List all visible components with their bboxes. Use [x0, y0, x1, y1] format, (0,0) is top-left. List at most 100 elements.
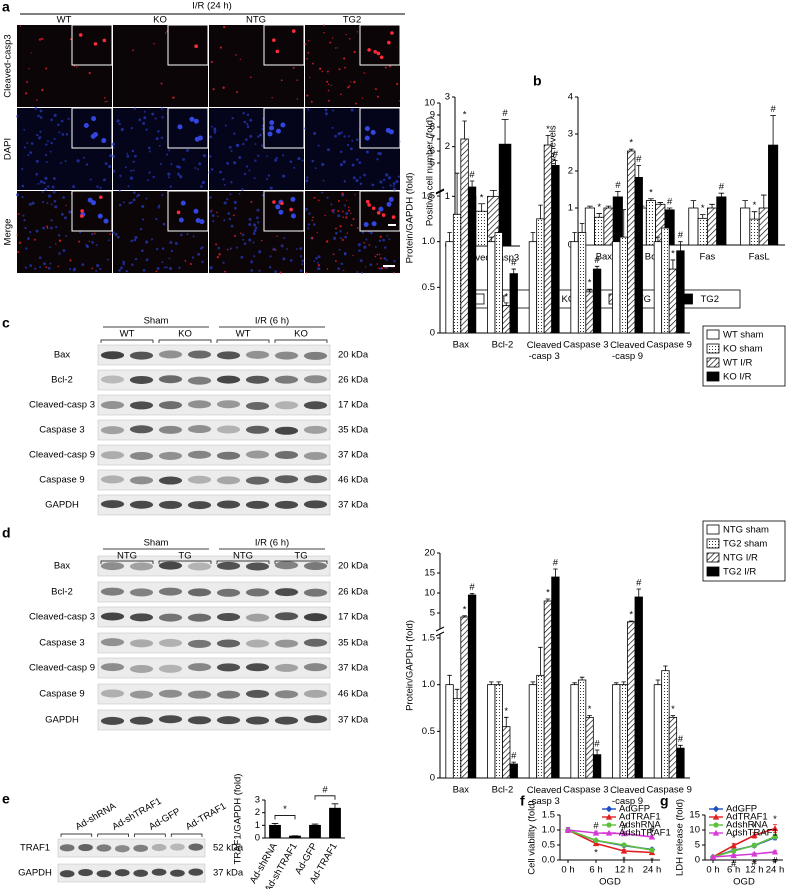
bar — [661, 670, 670, 779]
blot-label: Cleaved-casp 3 — [29, 400, 95, 411]
signal — [390, 31, 394, 35]
blot-band — [245, 562, 270, 571]
blot-band — [245, 663, 270, 672]
bar — [460, 616, 469, 779]
legend-label: KO — [562, 294, 576, 305]
signal — [272, 200, 276, 204]
marker — [709, 853, 717, 860]
nucleus — [332, 211, 335, 214]
nucleus — [253, 223, 257, 227]
signal — [88, 240, 90, 243]
annotation: # — [469, 582, 475, 593]
signal — [354, 194, 356, 196]
signal — [363, 241, 365, 244]
legend-swatch — [706, 538, 720, 549]
signal — [194, 44, 198, 49]
nucleus — [178, 217, 184, 223]
nucleus — [165, 153, 169, 156]
nucleus — [200, 185, 203, 188]
signal — [346, 232, 349, 234]
error-bar — [655, 236, 661, 242]
blot-size: 46 kDa — [338, 689, 369, 700]
nucleus — [343, 180, 346, 183]
nucleus — [223, 183, 226, 186]
lane-label: Ad-shRNA — [74, 800, 119, 832]
blot-band — [187, 350, 212, 359]
signal — [280, 201, 284, 206]
bar — [653, 684, 663, 779]
nucleus — [21, 184, 25, 188]
blot-band — [187, 663, 212, 672]
blot-band — [245, 401, 270, 410]
nucleus — [129, 176, 134, 180]
nucleus — [365, 150, 369, 154]
error-bar — [621, 681, 626, 685]
blot-band — [100, 475, 125, 484]
inset — [263, 24, 305, 66]
annotation: # — [731, 859, 737, 870]
bar — [536, 674, 545, 779]
signal — [322, 24, 325, 27]
nucleus — [158, 204, 161, 207]
nucleus — [161, 247, 165, 250]
group-label: I/R (6 h) — [255, 316, 289, 327]
legend-label: AdGFP — [619, 804, 650, 815]
nucleus — [249, 134, 253, 138]
x-tick-label: Bax — [453, 785, 470, 796]
annotation: * — [546, 124, 550, 135]
error-bar — [751, 211, 758, 220]
nucleus — [148, 171, 151, 174]
nucleus — [382, 186, 385, 189]
nucleus — [26, 237, 30, 240]
nucleus — [65, 133, 69, 136]
nucleus — [266, 155, 268, 158]
y-tick-label: 4 — [568, 92, 573, 103]
nucleus — [212, 219, 215, 223]
x-tick-label: Cleaved -casp 9 — [610, 785, 645, 807]
nucleus — [46, 202, 49, 205]
error-bar — [504, 302, 509, 306]
y-tick-label: 1.0 — [542, 825, 555, 836]
blot-band — [114, 845, 130, 853]
nucleus — [265, 178, 268, 181]
inset — [167, 24, 209, 66]
nucleus — [23, 128, 26, 131]
signal — [391, 215, 396, 219]
error-bar — [605, 205, 612, 208]
nucleus — [124, 166, 127, 169]
nucleus — [28, 202, 32, 206]
nucleus — [45, 153, 48, 157]
signal — [109, 233, 112, 236]
blot-band — [100, 375, 125, 384]
nucleus — [224, 124, 227, 127]
nucleus — [81, 263, 85, 267]
nucleus — [55, 226, 58, 229]
nucleus — [333, 208, 336, 211]
nucleus — [64, 160, 67, 163]
nucleus — [16, 115, 19, 118]
bar — [509, 763, 518, 779]
signal — [275, 49, 280, 54]
nucleus — [385, 173, 389, 177]
signal — [272, 248, 274, 251]
blot-band — [129, 351, 154, 360]
bar — [676, 747, 685, 779]
blot-strip — [97, 581, 331, 603]
nucleus — [392, 187, 397, 192]
bar — [475, 210, 488, 247]
nucleus — [178, 266, 181, 270]
error-bar — [511, 761, 516, 764]
blot-strip — [97, 606, 331, 628]
inset — [71, 190, 113, 232]
blot-band — [96, 870, 112, 878]
error-bar — [538, 646, 543, 676]
nucleus — [197, 135, 203, 141]
blot-band — [216, 351, 241, 360]
nucleus — [160, 162, 163, 165]
nucleus — [169, 185, 172, 188]
annotation: * — [594, 848, 598, 859]
signal — [296, 98, 299, 100]
nucleus — [343, 135, 346, 138]
nucleus — [34, 267, 37, 270]
nucleus — [182, 158, 185, 161]
